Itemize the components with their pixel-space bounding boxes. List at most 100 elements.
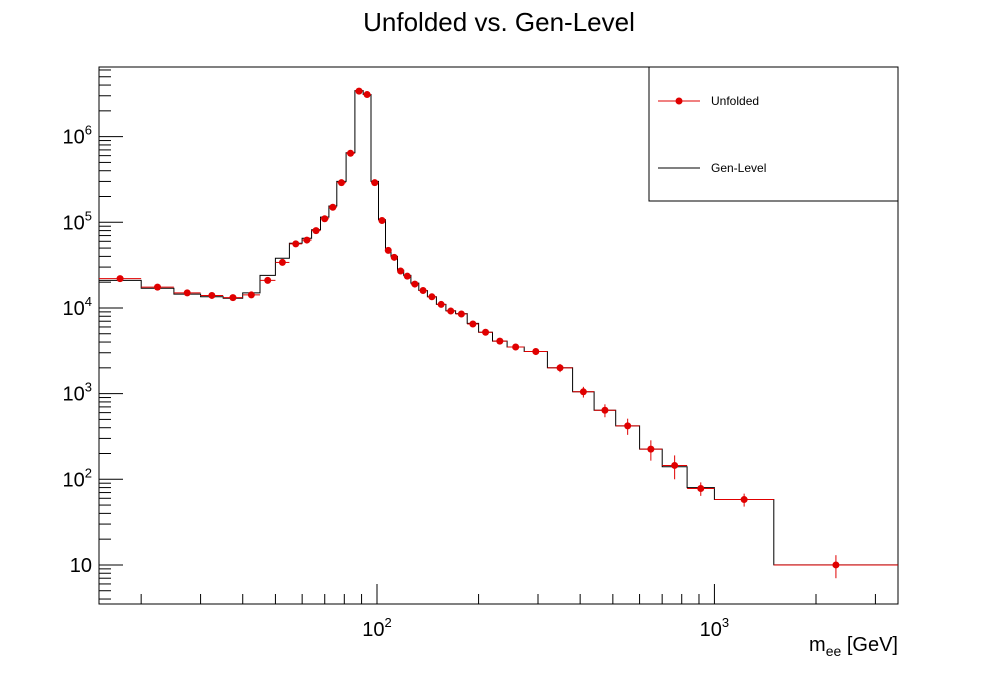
unfolded-point: [346, 149, 355, 157]
unfolded-marker: [264, 276, 272, 284]
unfolded-point: [445, 307, 456, 315]
unfolded-marker: [496, 337, 504, 345]
unfolded-marker: [390, 253, 398, 261]
unfolded-marker: [312, 227, 320, 235]
y-tick-label: 105: [63, 208, 92, 234]
x-tick-label: 103: [700, 615, 729, 641]
unfolded-point: [259, 276, 276, 284]
unfolded-point: [714, 493, 774, 507]
unfolded-marker: [447, 307, 455, 315]
unfolded-marker: [183, 289, 191, 297]
legend-unfolded-marker: [675, 97, 683, 105]
unfolded-marker: [116, 275, 124, 283]
unfolded-point: [467, 320, 479, 328]
unfolded-point: [492, 337, 508, 345]
plot-frame: [98, 66, 899, 605]
unfolded-point: [99, 275, 142, 283]
unfolded-point: [200, 291, 224, 299]
unfolded-marker: [832, 561, 840, 569]
unfolded-marker: [321, 215, 329, 223]
y-axis: 10 102 103 104 105 106: [63, 69, 123, 600]
unfolded-marker: [329, 203, 337, 211]
unfolded-marker: [303, 236, 311, 244]
unfolded-marker: [532, 348, 540, 356]
unfolded-point: [378, 216, 386, 224]
legend-box: [648, 66, 899, 202]
unfolded-marker: [469, 320, 477, 328]
unfolded-marker: [579, 388, 587, 396]
x-axis: 102 103: [140, 584, 876, 641]
unfolded-marker: [624, 422, 632, 430]
unfolded-point: [662, 455, 688, 480]
unfolded-marker: [457, 310, 465, 318]
unfolded-marker: [154, 283, 162, 291]
unfolded-point: [397, 267, 405, 275]
y-tick-label: 104: [63, 294, 92, 320]
unfolded-point: [384, 246, 392, 254]
unfolded-point: [328, 203, 337, 211]
unfolded-marker: [397, 267, 405, 275]
unfolded-marker: [355, 87, 363, 95]
unfolded-marker: [647, 445, 655, 453]
unfolded-point: [336, 179, 347, 187]
unfolded-point: [141, 283, 174, 291]
y-tick-label: 103: [63, 380, 92, 406]
unfolded-point: [242, 291, 260, 299]
unfolded-point: [289, 240, 303, 248]
plot-area: [98, 66, 899, 605]
legend: Unfolded Gen-Level: [648, 66, 899, 202]
unfolded-marker: [556, 364, 564, 372]
unfolded-point: [507, 343, 525, 351]
unfolded-point: [594, 404, 616, 418]
unfolded-point: [436, 300, 446, 308]
x-axis-label: mee [GeV]: [809, 634, 898, 659]
unfolded-marker: [697, 485, 705, 493]
unfolded-point: [371, 179, 379, 187]
unfolded-marker: [740, 496, 748, 504]
unfolded-marker: [337, 179, 345, 187]
unfolded-point: [223, 294, 243, 302]
unfolded-point: [687, 482, 715, 496]
unfolded-marker: [347, 149, 355, 157]
unfolded-point: [320, 215, 329, 223]
unfolded-point: [418, 286, 428, 294]
unfolded-marker: [363, 91, 371, 99]
legend-gen-level-label: Gen-Level: [711, 161, 766, 175]
unfolded-marker: [208, 291, 216, 299]
unfolded-point: [275, 258, 290, 266]
unfolded-point: [410, 280, 419, 288]
y-tick-label: 10: [70, 555, 92, 577]
y-tick-label: 102: [63, 465, 92, 491]
unfolded-point: [390, 253, 398, 261]
unfolded-marker: [428, 293, 436, 301]
unfolded-point: [572, 386, 595, 398]
x-tick-label: 102: [362, 615, 391, 641]
unfolded-point: [403, 272, 411, 280]
unfolded-marker: [403, 272, 411, 280]
unfolded-marker: [229, 294, 237, 302]
unfolded-marker: [247, 291, 255, 299]
unfolded-point: [547, 363, 573, 373]
unfolded-marker: [512, 343, 520, 351]
unfolded-point: [615, 418, 640, 435]
unfolded-marker: [371, 179, 379, 187]
unfolded-point: [173, 289, 201, 297]
unfolded-point: [427, 293, 437, 301]
unfolded-point: [363, 91, 372, 99]
unfolded-point: [311, 227, 321, 235]
chart-title: Unfolded vs. Gen-Level: [363, 7, 635, 37]
unfolded-point: [455, 310, 468, 318]
unfolded-marker: [671, 461, 679, 469]
unfolded-marker: [292, 240, 300, 248]
unfolded-marker: [419, 286, 427, 294]
legend-unfolded-label: Unfolded: [711, 94, 759, 108]
unfolded-marker: [384, 246, 392, 254]
unfolded-point: [478, 328, 493, 336]
unfolded-marker: [378, 216, 386, 224]
unfolded-point: [639, 440, 663, 461]
unfolded-marker: [278, 258, 286, 266]
unfolded-point: [773, 555, 898, 579]
unfolded-marker: [411, 280, 419, 288]
unfolded-point: [524, 348, 548, 356]
